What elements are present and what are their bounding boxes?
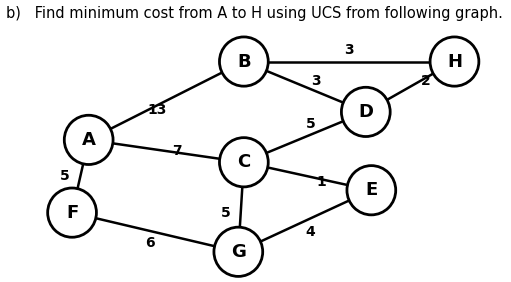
Text: 13: 13 xyxy=(148,103,167,117)
Text: 5: 5 xyxy=(221,206,230,220)
Text: 3: 3 xyxy=(311,74,321,88)
Text: 7: 7 xyxy=(173,144,182,158)
Text: E: E xyxy=(365,181,378,199)
Text: D: D xyxy=(358,103,374,121)
Circle shape xyxy=(430,37,479,86)
Text: 2: 2 xyxy=(421,74,431,88)
Text: 4: 4 xyxy=(306,225,315,239)
Text: 3: 3 xyxy=(344,43,354,57)
Circle shape xyxy=(214,227,263,276)
Text: 5: 5 xyxy=(60,169,69,183)
Text: 1: 1 xyxy=(316,175,326,189)
Text: 6: 6 xyxy=(145,236,154,250)
Text: A: A xyxy=(82,131,96,149)
Circle shape xyxy=(64,115,113,164)
Circle shape xyxy=(220,37,268,86)
Circle shape xyxy=(220,138,268,187)
Text: C: C xyxy=(237,153,250,171)
Text: 5: 5 xyxy=(306,117,315,131)
Circle shape xyxy=(341,87,390,136)
Text: B: B xyxy=(237,52,251,70)
Text: F: F xyxy=(66,204,78,222)
Circle shape xyxy=(48,188,97,237)
Text: H: H xyxy=(447,52,462,70)
Text: G: G xyxy=(231,243,246,261)
Circle shape xyxy=(347,166,396,215)
Text: b)   Find minimum cost from A to H using UCS from following graph.: b) Find minimum cost from A to H using U… xyxy=(6,6,502,21)
